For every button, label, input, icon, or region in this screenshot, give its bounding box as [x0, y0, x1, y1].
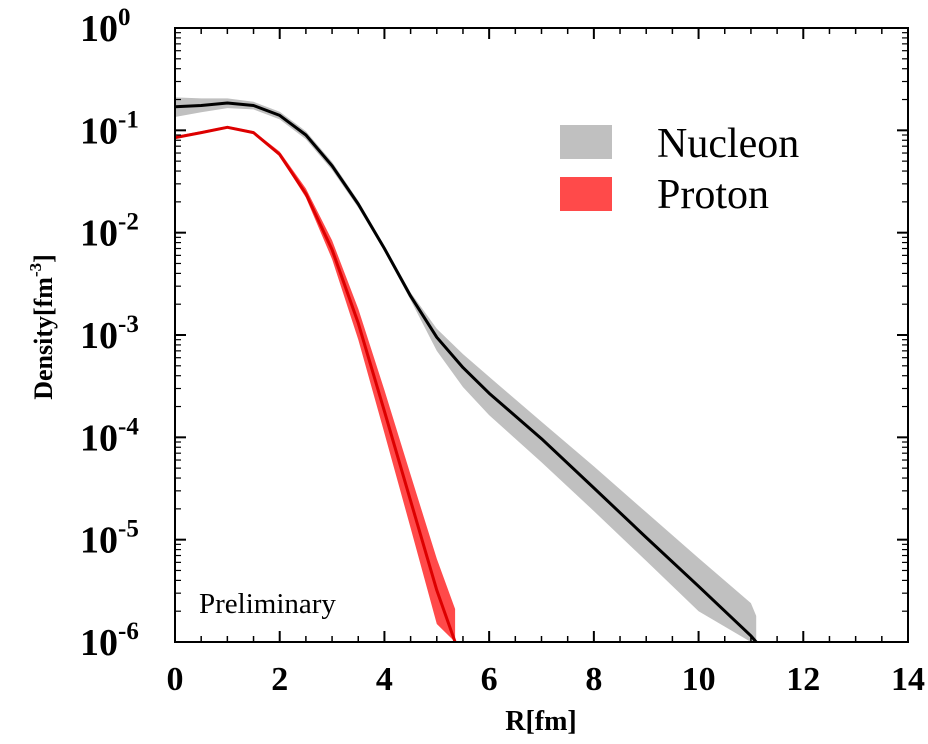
y-axis-title: Density[fm-3]	[26, 254, 58, 400]
x-tick-label: 14	[891, 661, 925, 698]
y-tick-exponent: -4	[118, 413, 139, 440]
y-tick-label: 10-4	[80, 413, 139, 459]
x-tick-label: 12	[786, 661, 820, 698]
band-proton	[175, 126, 456, 642]
line-nucleon	[175, 101, 758, 642]
y-tick-base: 10	[80, 110, 118, 152]
y-axis-title-main: Density[fm	[29, 277, 58, 400]
y-axis-title-sup: -3	[26, 263, 45, 277]
y-tick-base: 10	[80, 315, 118, 357]
line-proton	[175, 125, 457, 642]
y-tick-base: 10	[80, 520, 118, 562]
y-tick-exponent: -5	[118, 516, 139, 543]
axis-ticks	[174, 27, 909, 643]
y-axis-title-close: ]	[29, 254, 58, 263]
legend-label-nucleon: Nucleon	[657, 121, 799, 167]
x-tick-labels: 0 2 4 6 8 10 12 14	[167, 661, 926, 698]
y-tick-label: 10-2	[80, 209, 139, 255]
x-tick-label: 6	[481, 661, 498, 698]
y-tick-exponent: 0	[118, 4, 131, 31]
preliminary-annotation: Preliminary	[199, 588, 336, 620]
y-tick-base: 10	[80, 622, 118, 664]
y-tick-label: 100	[80, 4, 131, 50]
x-tick-label: 0	[167, 661, 184, 698]
y-tick-base: 10	[80, 213, 118, 255]
legend: Nucleon Proton	[560, 121, 799, 218]
x-axis-title: R[fm]	[505, 706, 577, 737]
y-tick-label: 10-3	[80, 311, 139, 357]
y-tick-base: 10	[80, 417, 118, 459]
x-tick-label: 4	[376, 661, 393, 698]
y-tick-exponent: -3	[118, 311, 139, 338]
y-tick-label: 10-6	[80, 618, 139, 664]
x-tick-label: 2	[271, 661, 288, 698]
y-tick-exponent: -1	[118, 106, 139, 133]
legend-label-proton: Proton	[657, 172, 769, 218]
y-tick-label: 10-1	[80, 106, 139, 152]
y-tick-exponent: -6	[118, 618, 139, 645]
series-lines	[175, 101, 758, 642]
x-tick-label: 10	[682, 661, 716, 698]
y-tick-base: 10	[80, 8, 118, 50]
x-tick-label: 8	[585, 661, 602, 698]
legend-swatch-proton	[560, 177, 612, 211]
y-tick-exponent: -2	[118, 209, 139, 236]
legend-swatch-nucleon	[560, 125, 612, 159]
y-tick-label: 10-5	[80, 516, 139, 562]
